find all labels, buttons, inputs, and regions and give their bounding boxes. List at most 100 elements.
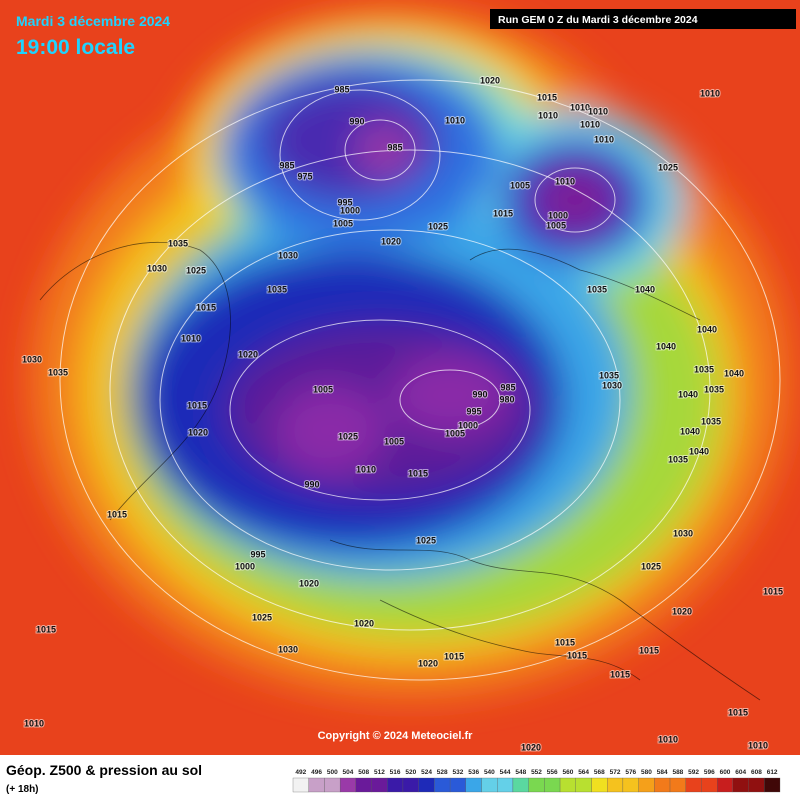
date: Mardi 3 décembre 2024: [16, 13, 170, 29]
legend-level: 536: [468, 769, 479, 776]
isobar-label: 1015: [408, 468, 428, 478]
isobars: [59, 79, 781, 681]
isobar-label: 1005: [333, 218, 353, 228]
legend-swatch: [292, 777, 309, 793]
legend-swatch: [764, 777, 781, 793]
legend-level: 532: [453, 769, 464, 776]
isobar-label: 1000: [235, 561, 255, 571]
isobar-label: 995: [337, 197, 352, 207]
isobar-label: 1040: [724, 368, 744, 378]
isobar-label: 1030: [602, 380, 622, 390]
legend-swatch: [591, 777, 608, 793]
coastlines: [39, 242, 761, 701]
legend-level: 588: [672, 769, 683, 776]
isobar-label: 1040: [697, 324, 717, 334]
isobar-label: 1000: [340, 205, 360, 215]
isobar-label: 1015: [555, 637, 575, 647]
isobar-label: 1030: [278, 250, 298, 260]
time: 19:00 locale: [16, 36, 135, 59]
legend-level: 572: [610, 769, 621, 776]
isobar-label: 1020: [418, 658, 438, 668]
legend-swatch: [402, 777, 419, 793]
isobar-label: 995: [466, 406, 481, 416]
isobar-label: 1025: [428, 221, 448, 231]
legend-swatch: [717, 777, 734, 793]
isobar-label: 1015: [728, 707, 748, 717]
legend-level: 584: [657, 769, 668, 776]
isobar-label: 980: [499, 394, 514, 404]
isobar-label: 985: [500, 382, 515, 392]
legend-level: 548: [515, 769, 526, 776]
isobar-label: 975: [297, 171, 312, 181]
legend-swatch: [748, 777, 765, 793]
isobar-label: 1025: [338, 431, 358, 441]
legend-swatch: [449, 777, 466, 793]
legend-level: 528: [437, 769, 448, 776]
isobar-label: 1040: [635, 284, 655, 294]
footer-title: Géop. Z500 & pression au sol: [6, 762, 202, 778]
isobar-label: 1040: [680, 426, 700, 436]
isobar-label: 1040: [678, 389, 698, 399]
isobar-label: 1010: [748, 740, 768, 750]
isobar-label: 1015: [187, 400, 207, 410]
legend-level: 552: [531, 769, 542, 776]
isobar-label: 1010: [588, 106, 608, 116]
isobar-label: 1000: [548, 210, 568, 220]
footer: [0, 755, 800, 800]
isobar-label: 985: [334, 84, 349, 94]
isobar-label: 1035: [587, 284, 607, 294]
isobar-label: 985: [279, 160, 294, 170]
legend-level: 592: [688, 769, 699, 776]
isobar-label: 1010: [181, 333, 201, 343]
isobar-label: 1040: [689, 446, 709, 456]
isobar-label: 1025: [416, 535, 436, 545]
isobar-label: 1030: [673, 528, 693, 538]
isobar-label: 1030: [147, 263, 167, 273]
legend-level: 568: [594, 769, 605, 776]
legend-swatch: [528, 777, 545, 793]
isobar-label: 1000: [458, 420, 478, 430]
isobar-label: 1035: [694, 364, 714, 374]
legend-swatch: [669, 777, 686, 793]
legend-swatch: [339, 777, 356, 793]
isobar-label: 1025: [186, 265, 206, 275]
isobar-label: 1025: [252, 612, 272, 622]
legend-level: 492: [295, 769, 306, 776]
isobar-label: 1010: [445, 115, 465, 125]
legend-level: 612: [767, 769, 778, 776]
legend-swatch: [355, 777, 372, 793]
isobar-label: 1005: [313, 384, 333, 394]
isobar-label: 1015: [763, 586, 783, 596]
isobar-label: 1035: [668, 454, 688, 464]
isobar-label: 1035: [704, 384, 724, 394]
isobar-label: 1005: [510, 180, 530, 190]
isobar-label: 1015: [567, 650, 587, 660]
isobar-label: 1015: [107, 509, 127, 519]
legend-swatch: [387, 777, 404, 793]
isobar-label: 1035: [599, 370, 619, 380]
isobar-label: 995: [250, 549, 265, 559]
isobar-label: 1015: [639, 645, 659, 655]
legend-level: 516: [390, 769, 401, 776]
isobar-label: 1010: [700, 88, 720, 98]
legend-level: 564: [578, 769, 589, 776]
legend-level: 540: [484, 769, 495, 776]
isobar-label: 1010: [538, 110, 558, 120]
isobar-label: 1015: [610, 669, 630, 679]
legend-swatch: [559, 777, 576, 793]
legend-level: 544: [500, 769, 511, 776]
legend-swatch: [638, 777, 655, 793]
isobar-label: 985: [387, 142, 402, 152]
legend-level: 556: [547, 769, 558, 776]
legend-swatch: [607, 777, 624, 793]
isobar-label: 1020: [521, 742, 541, 752]
legend-level: 504: [343, 769, 354, 776]
legend-level: 608: [751, 769, 762, 776]
legend-swatch: [497, 777, 514, 793]
isobar-label: 1015: [537, 92, 557, 102]
legend-swatch: [418, 777, 435, 793]
legend-swatch: [481, 777, 498, 793]
isobar-label: 1040: [656, 341, 676, 351]
